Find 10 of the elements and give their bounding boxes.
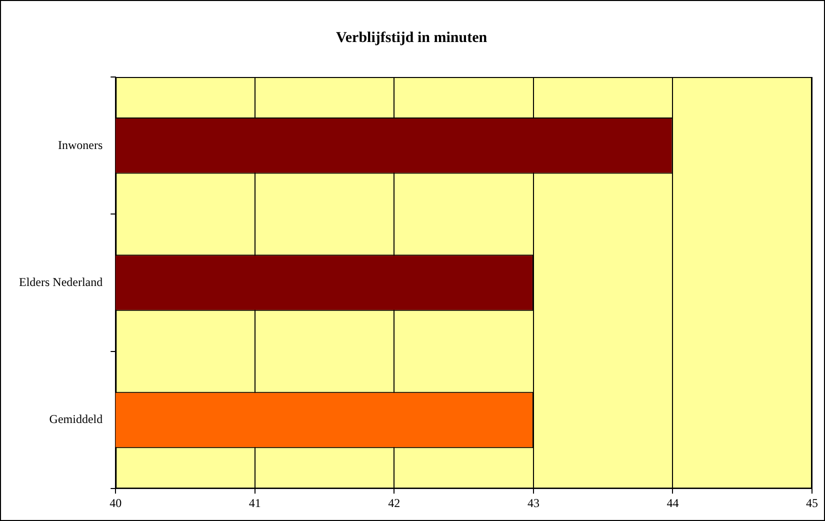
x-tick-label: 45 <box>806 496 818 510</box>
y-tick-label: Elders Nederland <box>18 274 103 289</box>
x-tick-label: 43 <box>527 496 540 510</box>
x-tick-label: 40 <box>110 496 122 510</box>
y-tick-label: Gemiddeld <box>49 412 103 426</box>
x-tick-label: 41 <box>248 496 261 510</box>
x-tick-label: 42 <box>388 496 400 510</box>
y-tick-label: Inwoners <box>58 138 103 152</box>
x-tick-label: 44 <box>666 496 679 510</box>
chart-title: Verblijfstijd in minuten <box>336 30 488 46</box>
